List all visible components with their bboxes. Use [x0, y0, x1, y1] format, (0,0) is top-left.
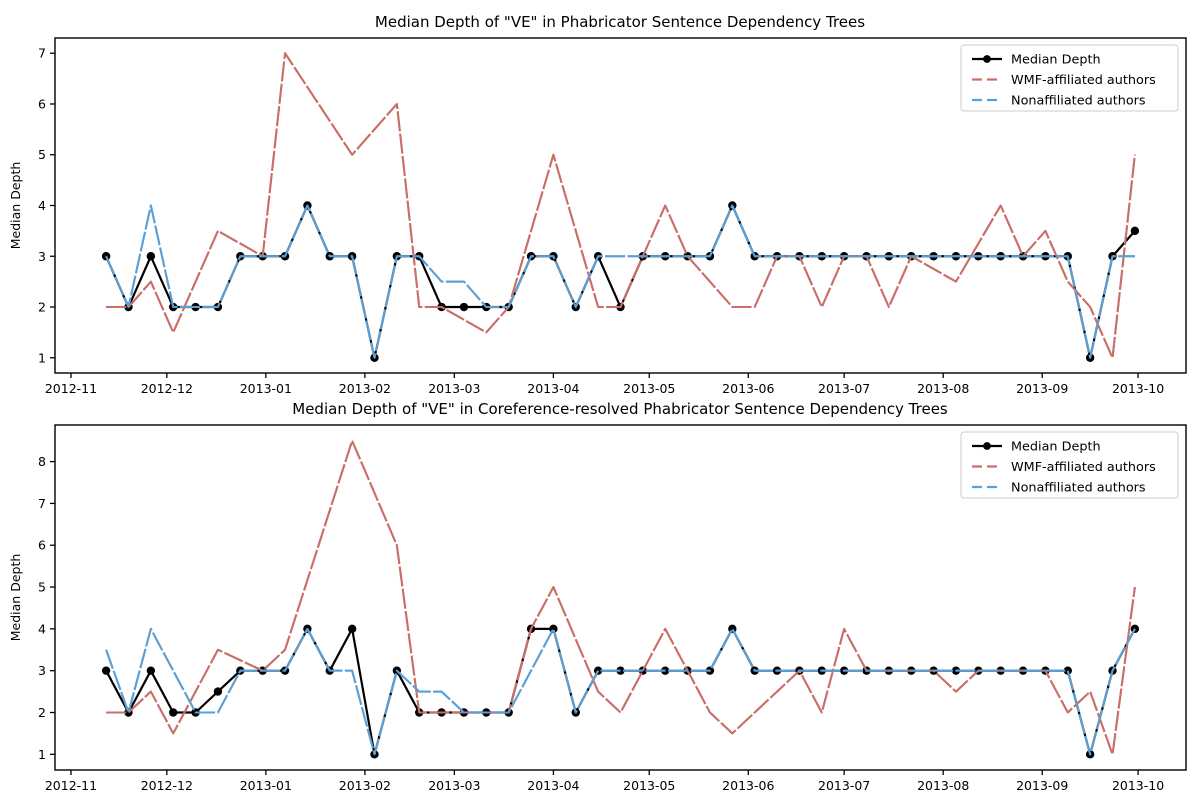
data-point-marker: [347, 624, 357, 634]
x-tick-label: 2012-12: [141, 381, 193, 396]
legend-item-label: WMF-affiliated authors: [1011, 73, 1156, 88]
series-median-depth-markers: [101, 624, 1140, 759]
series-median-depth-line: [105, 627, 1136, 756]
x-tick-label: 2012-12: [141, 778, 193, 793]
legend-item-label: Median Depth: [1011, 53, 1101, 68]
legend-item-label: WMF-affiliated authors: [1011, 460, 1156, 475]
x-tick-label: 2013-03: [428, 381, 480, 396]
data-point-marker: [101, 252, 111, 261]
x-tick-label: 2013-08: [917, 381, 969, 396]
x-tick-label: 2013-04: [527, 381, 579, 396]
y-tick-label: 1: [38, 747, 46, 762]
legend-box: [960, 44, 1179, 112]
x-tick-label: 2013-08: [917, 778, 969, 793]
legend-item-wmf-affiliated-authors: WMF-affiliated authors: [972, 73, 1156, 88]
series-nonaffiliated-authors-line-overlay: [105, 204, 1135, 359]
y-tick-label: 1: [38, 350, 46, 365]
x-tick-label: 2013-10: [1112, 381, 1164, 396]
legend-item-nonaffiliated-authors: Nonaffiliated authors: [972, 481, 1146, 496]
x-tick-label: 2013-07: [818, 381, 870, 396]
y-tick-label: 7: [38, 46, 46, 61]
legend-item-median-depth: Median Depth: [972, 53, 1101, 68]
y-tick-label: 4: [38, 198, 46, 213]
plot-frame: [54, 424, 1187, 771]
series-wmf-affiliated-authors-line: [106, 52, 1136, 359]
legend-item-wmf-affiliated-authors: WMF-affiliated authors: [972, 460, 1156, 475]
data-point-marker: [1130, 624, 1140, 634]
y-tick-label: 3: [38, 663, 46, 678]
x-tick-label: 2013-09: [1016, 381, 1068, 396]
x-tick-label: 2013-10: [1112, 778, 1164, 793]
data-point-marker: [1130, 226, 1140, 236]
legend-item-nonaffiliated-authors: Nonaffiliated authors: [972, 94, 1146, 109]
legend-item-label: Nonaffiliated authors: [1011, 94, 1146, 109]
series-median-depth-markers: [101, 201, 1140, 362]
x-tick-label: 2012-11: [45, 381, 97, 396]
y-tick-label: 2: [38, 705, 46, 720]
y-tick-label: 6: [38, 538, 46, 553]
y-tick-label: 7: [38, 496, 46, 511]
data-point-marker: [101, 666, 111, 675]
y-tick-label: 8: [38, 454, 46, 469]
data-point-marker: [728, 624, 737, 634]
legend-marker-sample: [983, 55, 991, 63]
x-tick-label: 2013-04: [527, 778, 579, 793]
legend-item-label: Nonaffiliated authors: [1011, 481, 1146, 496]
data-point-marker: [169, 708, 178, 717]
legend-item-median-depth: Median Depth: [972, 440, 1101, 455]
x-tick-label: 2013-06: [722, 778, 774, 793]
data-point-marker: [146, 252, 156, 261]
plot-area: 2012-11 2012-12 2013-01 2013-02 2013-03 2013-…: [38, 37, 1187, 396]
chart-coreference-resolved-trees: Median Depth of "VE" in Coreference-reso…: [8, 400, 1187, 793]
series-nonaffiliated-authors-line-overlay: [105, 627, 1136, 756]
x-tick-label: 2013-01: [240, 381, 292, 396]
y-tick-label: 5: [38, 580, 46, 595]
x-tick-label: 2013-05: [623, 381, 675, 396]
y-tick-label: 3: [38, 249, 46, 264]
x-tick-label: 2012-11: [45, 778, 97, 793]
y-axis-label: Median Depth: [8, 162, 23, 250]
x-tick-label: 2013-03: [428, 778, 480, 793]
x-tick-label: 2013-01: [240, 778, 292, 793]
data-point-marker: [213, 687, 223, 696]
x-tick-label: 2013-07: [818, 778, 870, 793]
x-tick-label: 2013-02: [339, 778, 391, 793]
x-tick-label: 2013-02: [339, 381, 391, 396]
y-tick-label: 2: [38, 300, 46, 315]
chart-title: Median Depth of "VE" in Phabricator Sent…: [375, 13, 865, 31]
x-tick-label: 2013-05: [623, 778, 675, 793]
chart-title: Median Depth of "VE" in Coreference-reso…: [292, 400, 948, 418]
y-tick-label: 4: [38, 621, 46, 636]
legend: Median Depth WMF-affiliated authors Nonaff…: [960, 44, 1179, 112]
chart-dependency-trees: Median Depth of "VE" in Phabricator Sent…: [8, 13, 1187, 396]
legend: Median Depth WMF-affiliated authors Nonaff…: [960, 431, 1179, 499]
series-median-depth-line: [105, 204, 1136, 359]
plot-area: 2012-11 2012-12 2013-01 2013-02 2013-03 2013-…: [38, 424, 1187, 793]
y-axis-label: Median Depth: [8, 554, 23, 642]
data-point-marker: [459, 302, 469, 312]
legend-box: [960, 431, 1179, 499]
y-tick-label: 5: [38, 147, 46, 162]
legend-item-label: Median Depth: [1011, 440, 1101, 455]
legend-marker-sample: [983, 442, 991, 450]
series-nonaffiliated-authors-line: [105, 627, 1136, 756]
x-tick-label: 2013-09: [1016, 778, 1068, 793]
y-tick-label: 6: [38, 96, 46, 111]
data-point-marker: [1063, 666, 1072, 675]
data-point-marker: [146, 666, 156, 675]
x-tick-label: 2013-06: [722, 381, 774, 396]
series-nonaffiliated-authors-line: [105, 204, 1135, 359]
